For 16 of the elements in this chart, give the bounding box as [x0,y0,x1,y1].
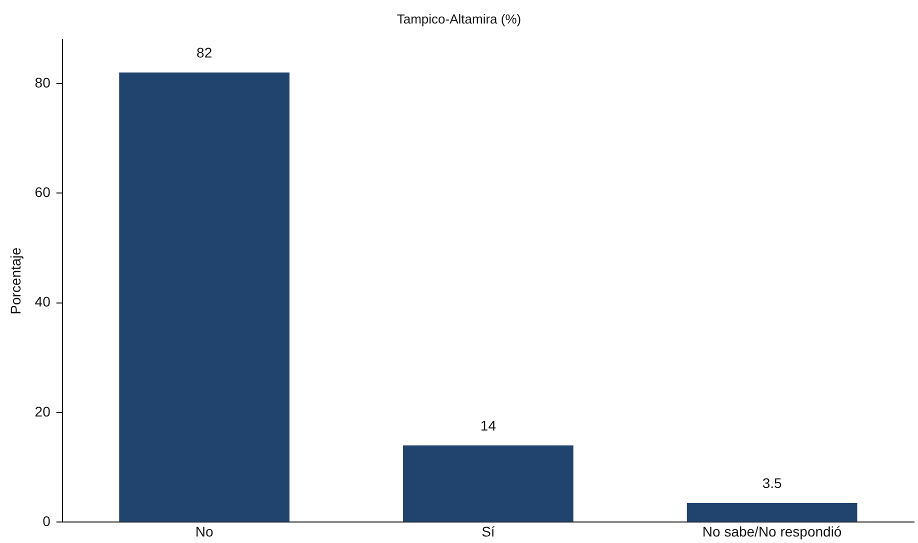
y-axis-title: Porcentaje [7,247,24,314]
y-tick-label: 20 [34,403,51,420]
y-tick-label: 0 [42,513,51,530]
data-label: 82 [196,44,212,60]
bar [403,445,574,522]
data-label: 3.5 [762,474,782,491]
y-tick-label: 40 [34,294,51,310]
x-tick-label: Sí [482,523,495,540]
bar [686,503,858,522]
chart-title: Tampico-Altamira (%) [396,11,522,26]
x-tick-label: No [195,523,214,540]
y-tick-label: 60 [34,184,51,200]
bar [119,72,290,522]
y-tick-label: 80 [34,74,51,90]
x-tick-label: No sabe/No respondió [702,523,842,540]
data-label: 14 [480,417,496,434]
